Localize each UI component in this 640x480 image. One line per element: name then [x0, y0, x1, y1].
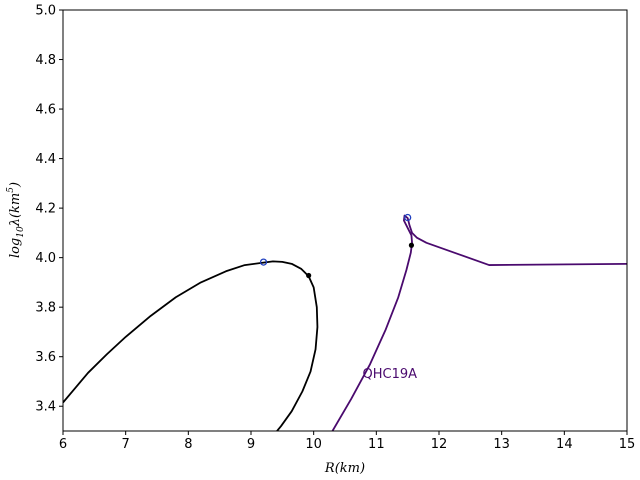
y-axis-label-sup: 5 [6, 187, 16, 193]
x-tick-label: 10 [305, 437, 322, 452]
data-marker-1 [306, 272, 312, 279]
y-tick-label: 4.8 [35, 53, 56, 68]
y-axis-label-end: ) [8, 182, 23, 188]
x-tick-label: 12 [431, 437, 448, 452]
y-tick-label: 4.2 [35, 202, 56, 217]
y-tick-label: 4.6 [35, 103, 56, 118]
marker-layer [259, 213, 415, 279]
data-marker-2 [404, 213, 412, 222]
x-tick-label: 7 [122, 437, 130, 452]
series-line-1 [331, 214, 627, 431]
x-tick-label: 8 [184, 437, 192, 452]
series-line-0 [63, 260, 319, 431]
y-ticks: 3.4 3.6 3.8 4.0 4.2 4.4 4.6 4.8 5.0 [35, 4, 63, 415]
x-tick-label: 6 [59, 437, 67, 452]
y-axis-label-base: log [8, 238, 23, 258]
data-marker-3 [408, 242, 415, 248]
y-tick-label: 3.8 [35, 301, 56, 316]
x-tick-label: 11 [368, 437, 385, 452]
y-tick-label: 4.4 [35, 152, 56, 167]
annotation-label-0: QHC19A [363, 367, 418, 382]
plot-frame [62, 9, 628, 432]
y-axis-label-sub: 10 [16, 226, 26, 238]
y-tick-label: 3.6 [35, 350, 56, 365]
y-tick-label: 5.0 [35, 4, 56, 19]
y-axis-label: log10λ(km5) [6, 182, 26, 258]
x-tick-label: 13 [493, 437, 510, 452]
annotation-layer: QHC19A [363, 367, 418, 382]
x-axis-label: R(km) [324, 461, 365, 476]
x-ticks: 6 7 8 9 10 11 12 13 14 15 [59, 431, 635, 452]
y-axis-label-mid: λ(km [8, 193, 23, 228]
series-layer [63, 214, 627, 431]
y-tick-label: 4.0 [35, 251, 56, 266]
y-tick-label: 3.4 [35, 400, 56, 415]
x-tick-label: 9 [247, 437, 255, 452]
x-tick-label: 15 [619, 437, 636, 452]
x-tick-label: 14 [556, 437, 573, 452]
data-marker-0 [259, 258, 268, 266]
